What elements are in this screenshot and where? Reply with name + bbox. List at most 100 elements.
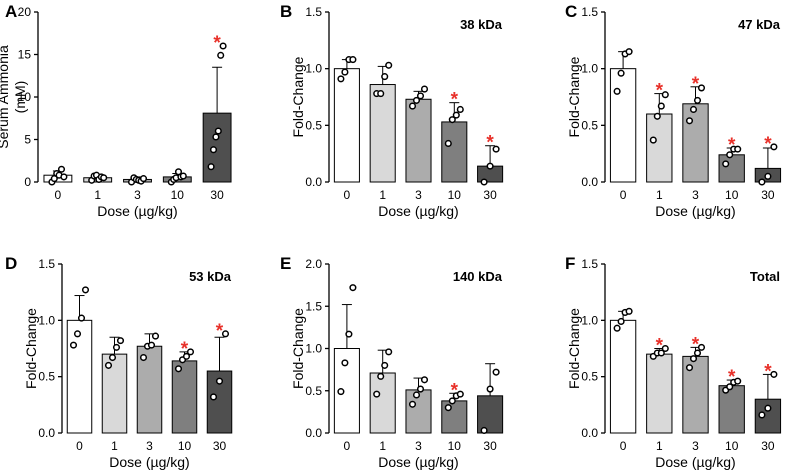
- data-point: [617, 69, 625, 77]
- significance-star: *: [656, 81, 664, 102]
- significance-star: *: [728, 367, 736, 388]
- y-tick-label: 0.0: [581, 175, 598, 189]
- x-tick-label: 3: [692, 188, 699, 202]
- data-point: [661, 344, 669, 353]
- data-point: [221, 330, 230, 338]
- data-point: [689, 105, 698, 114]
- x-axis-title: Dose (µg/kg): [378, 203, 458, 219]
- x-tick-label: 30: [210, 188, 224, 202]
- data-point: [81, 286, 90, 294]
- x-tick-label: 30: [761, 439, 775, 453]
- data-point: [341, 68, 349, 76]
- data-point: [758, 178, 766, 186]
- data-point: [381, 73, 389, 81]
- data-point: [179, 172, 187, 180]
- data-point: [349, 56, 357, 64]
- data-point: [77, 314, 86, 322]
- y-tick-label: 0: [24, 175, 31, 189]
- data-point: [57, 165, 66, 173]
- y-tick-label: 10: [18, 90, 32, 104]
- y-tick-label: 1.0: [38, 313, 55, 327]
- y-tick-label: 0.5: [581, 370, 598, 384]
- x-tick-label: 1: [656, 188, 663, 202]
- panel-letter: F: [565, 254, 575, 273]
- panel-f: F 0.0 0.5 1.0 1.5 Fold-Change 0 * 1 * 3 * 10 * 30 Dose …: [565, 254, 782, 470]
- data-point: [373, 390, 381, 398]
- x-tick-label: 10: [448, 188, 462, 202]
- y-tick-label: 20: [18, 5, 32, 19]
- data-point: [385, 348, 393, 356]
- bar-0: [609, 68, 637, 183]
- bar-10: [718, 154, 745, 183]
- data-point: [764, 172, 772, 180]
- panel-letter: B: [280, 2, 292, 21]
- y-tick-label: 0.0: [305, 175, 322, 189]
- x-tick-label: 10: [178, 439, 192, 453]
- bar-0: [609, 319, 637, 434]
- y-axis-title: Fold-Change: [566, 308, 582, 389]
- data-point: [492, 145, 500, 153]
- significance-star: *: [728, 135, 736, 156]
- x-tick-label: 1: [111, 439, 118, 453]
- y-tick-label: 5: [24, 133, 31, 147]
- data-point: [207, 163, 215, 171]
- significance-star: *: [213, 33, 221, 54]
- x-axis-title: Dose (µg/kg): [655, 203, 735, 219]
- panel-letter: A: [5, 2, 17, 21]
- x-tick-label: 0: [344, 439, 351, 453]
- data-point: [764, 404, 772, 412]
- y-axis-title: Fold-Change: [290, 56, 306, 137]
- data-point: [412, 96, 421, 104]
- significance-star: *: [764, 134, 772, 155]
- data-point: [337, 75, 345, 83]
- y-tick-label: 1.0: [305, 342, 322, 356]
- x-axis-title: Dose (µg/kg): [97, 203, 177, 219]
- data-point: [444, 139, 452, 148]
- panel-e: E 0.0 0.5 1.0 1.5 2.0 Fold-Change 0 1 3 * 10 30 Dose …: [280, 254, 504, 470]
- significance-star: *: [181, 339, 189, 360]
- x-tick-label: 10: [725, 188, 739, 202]
- bar-30: [477, 395, 504, 434]
- significance-star: *: [216, 321, 224, 342]
- x-tick-label: 30: [761, 188, 775, 202]
- data-point: [452, 111, 460, 119]
- data-point: [722, 160, 730, 168]
- y-axis-title: Fold-Change: [566, 56, 582, 137]
- x-tick-label: 3: [134, 188, 141, 202]
- data-point: [60, 173, 68, 181]
- data-point: [617, 317, 625, 326]
- y-tick-label: 0.0: [305, 426, 322, 440]
- panel-a: A 0 5 10 15 20 Serum Ammonia (mM) 0 1 3 10 * 30 Dose (…: [0, 2, 232, 219]
- inset-label: Total: [750, 269, 780, 284]
- x-tick-label: 30: [483, 439, 497, 453]
- data-point: [104, 361, 113, 369]
- panel-c: C 0.0 0.5 1.0 1.5 Fold-Change 0 * 1 * 3 * 10 * 30 Dose …: [565, 2, 782, 219]
- data-point: [697, 343, 706, 351]
- x-tick-label: 10: [448, 439, 462, 453]
- data-point: [661, 91, 669, 99]
- x-tick-label: 3: [692, 439, 699, 453]
- x-tick-label: 30: [483, 188, 497, 202]
- data-point: [112, 343, 121, 351]
- data-point: [657, 349, 665, 357]
- data-point: [758, 411, 766, 419]
- y-tick-label: 1.5: [305, 5, 322, 19]
- bar-0: [66, 319, 93, 434]
- data-point: [377, 372, 385, 380]
- data-point: [734, 377, 742, 385]
- inset-label: 47 kDa: [738, 17, 781, 32]
- bar-10: [718, 385, 745, 434]
- data-point: [480, 178, 488, 186]
- x-tick-label: 10: [171, 188, 185, 202]
- y-tick-label: 0.0: [38, 426, 55, 440]
- x-tick-label: 0: [620, 439, 627, 453]
- data-point: [209, 146, 218, 154]
- bar-1: [369, 84, 396, 183]
- data-point: [341, 359, 349, 367]
- bar-30: [202, 112, 232, 183]
- x-tick-label: 0: [344, 188, 351, 202]
- bar-0: [333, 68, 360, 183]
- data-point: [209, 393, 218, 401]
- data-point: [448, 397, 456, 405]
- significance-star: *: [656, 336, 664, 357]
